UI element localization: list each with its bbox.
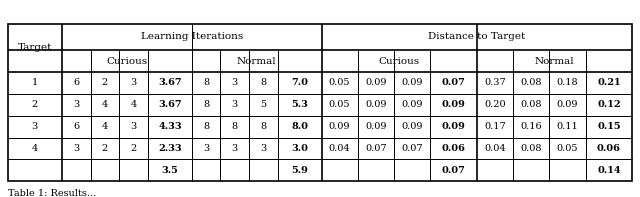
Text: 0.07: 0.07 (442, 166, 465, 175)
Text: 0.09: 0.09 (401, 122, 423, 131)
Text: 4: 4 (102, 100, 108, 109)
Text: 5: 5 (260, 100, 266, 109)
Text: 0.09: 0.09 (365, 78, 387, 87)
Text: 0.06: 0.06 (442, 144, 465, 153)
Text: 0.08: 0.08 (520, 144, 542, 153)
Text: 0.20: 0.20 (484, 100, 506, 109)
Text: 3: 3 (131, 78, 137, 87)
Text: 3.0: 3.0 (291, 144, 308, 153)
Text: Distance to Target: Distance to Target (428, 32, 525, 41)
Text: 0.15: 0.15 (597, 122, 621, 131)
Text: Table 1: Results...: Table 1: Results... (8, 189, 96, 197)
Text: 0.09: 0.09 (365, 100, 387, 109)
Text: 3.67: 3.67 (158, 78, 182, 87)
Text: 8: 8 (203, 122, 209, 131)
Text: 0.09: 0.09 (401, 100, 423, 109)
Text: 6: 6 (73, 78, 79, 87)
Text: Target: Target (18, 43, 52, 52)
Text: 0.09: 0.09 (442, 122, 465, 131)
Text: 3: 3 (232, 100, 238, 109)
Text: 0.08: 0.08 (520, 78, 542, 87)
Text: 8: 8 (203, 78, 209, 87)
Text: Learning Iterations: Learning Iterations (141, 32, 243, 41)
Text: 0.17: 0.17 (484, 122, 506, 131)
Text: 1: 1 (32, 78, 38, 87)
Text: Curious: Curious (106, 57, 147, 66)
Text: 8: 8 (232, 122, 238, 131)
Text: 0.18: 0.18 (557, 78, 579, 87)
Text: 3: 3 (232, 144, 238, 153)
Text: 0.04: 0.04 (484, 144, 506, 153)
Text: 4: 4 (32, 144, 38, 153)
Text: 8: 8 (260, 78, 266, 87)
Text: 8.0: 8.0 (291, 122, 308, 131)
Text: Curious: Curious (379, 57, 420, 66)
Text: 0.08: 0.08 (520, 100, 542, 109)
Text: 3: 3 (131, 122, 137, 131)
Bar (8, 24, 632, 181)
Text: 5.9: 5.9 (291, 166, 308, 175)
Text: 0.09: 0.09 (442, 100, 465, 109)
Text: 0.07: 0.07 (442, 78, 465, 87)
Text: Normal: Normal (237, 57, 276, 66)
Text: 3: 3 (73, 100, 79, 109)
Text: 2: 2 (131, 144, 137, 153)
Text: 0.16: 0.16 (520, 122, 542, 131)
Text: 0.09: 0.09 (329, 122, 350, 131)
Text: 8: 8 (260, 122, 266, 131)
Text: 3: 3 (73, 144, 79, 153)
Text: 3: 3 (260, 144, 266, 153)
Text: 0.09: 0.09 (401, 78, 423, 87)
Text: 3.5: 3.5 (161, 166, 179, 175)
Text: 0.07: 0.07 (401, 144, 423, 153)
Text: 3: 3 (232, 78, 238, 87)
Text: 4: 4 (102, 122, 108, 131)
Text: 0.05: 0.05 (329, 100, 350, 109)
Text: 0.09: 0.09 (557, 100, 578, 109)
Text: 4.33: 4.33 (158, 122, 182, 131)
Text: 0.04: 0.04 (329, 144, 351, 153)
Text: 6: 6 (73, 122, 79, 131)
Text: 0.07: 0.07 (365, 144, 387, 153)
Text: 4: 4 (131, 100, 137, 109)
Text: Normal: Normal (535, 57, 575, 66)
Text: 2: 2 (102, 78, 108, 87)
Text: 3.67: 3.67 (158, 100, 182, 109)
Text: 7.0: 7.0 (291, 78, 308, 87)
Text: 0.12: 0.12 (597, 100, 621, 109)
Text: 3: 3 (203, 144, 209, 153)
Text: 8: 8 (203, 100, 209, 109)
Text: 0.05: 0.05 (329, 78, 350, 87)
Text: 0.11: 0.11 (557, 122, 579, 131)
Text: 0.14: 0.14 (597, 166, 621, 175)
Text: 5.3: 5.3 (291, 100, 308, 109)
Text: 0.21: 0.21 (597, 78, 621, 87)
Text: 0.06: 0.06 (597, 144, 621, 153)
Text: 0.09: 0.09 (365, 122, 387, 131)
Text: 2: 2 (102, 144, 108, 153)
Text: 0.37: 0.37 (484, 78, 506, 87)
Text: 3: 3 (32, 122, 38, 131)
Text: 0.05: 0.05 (557, 144, 578, 153)
Text: 2: 2 (32, 100, 38, 109)
Text: 2.33: 2.33 (158, 144, 182, 153)
